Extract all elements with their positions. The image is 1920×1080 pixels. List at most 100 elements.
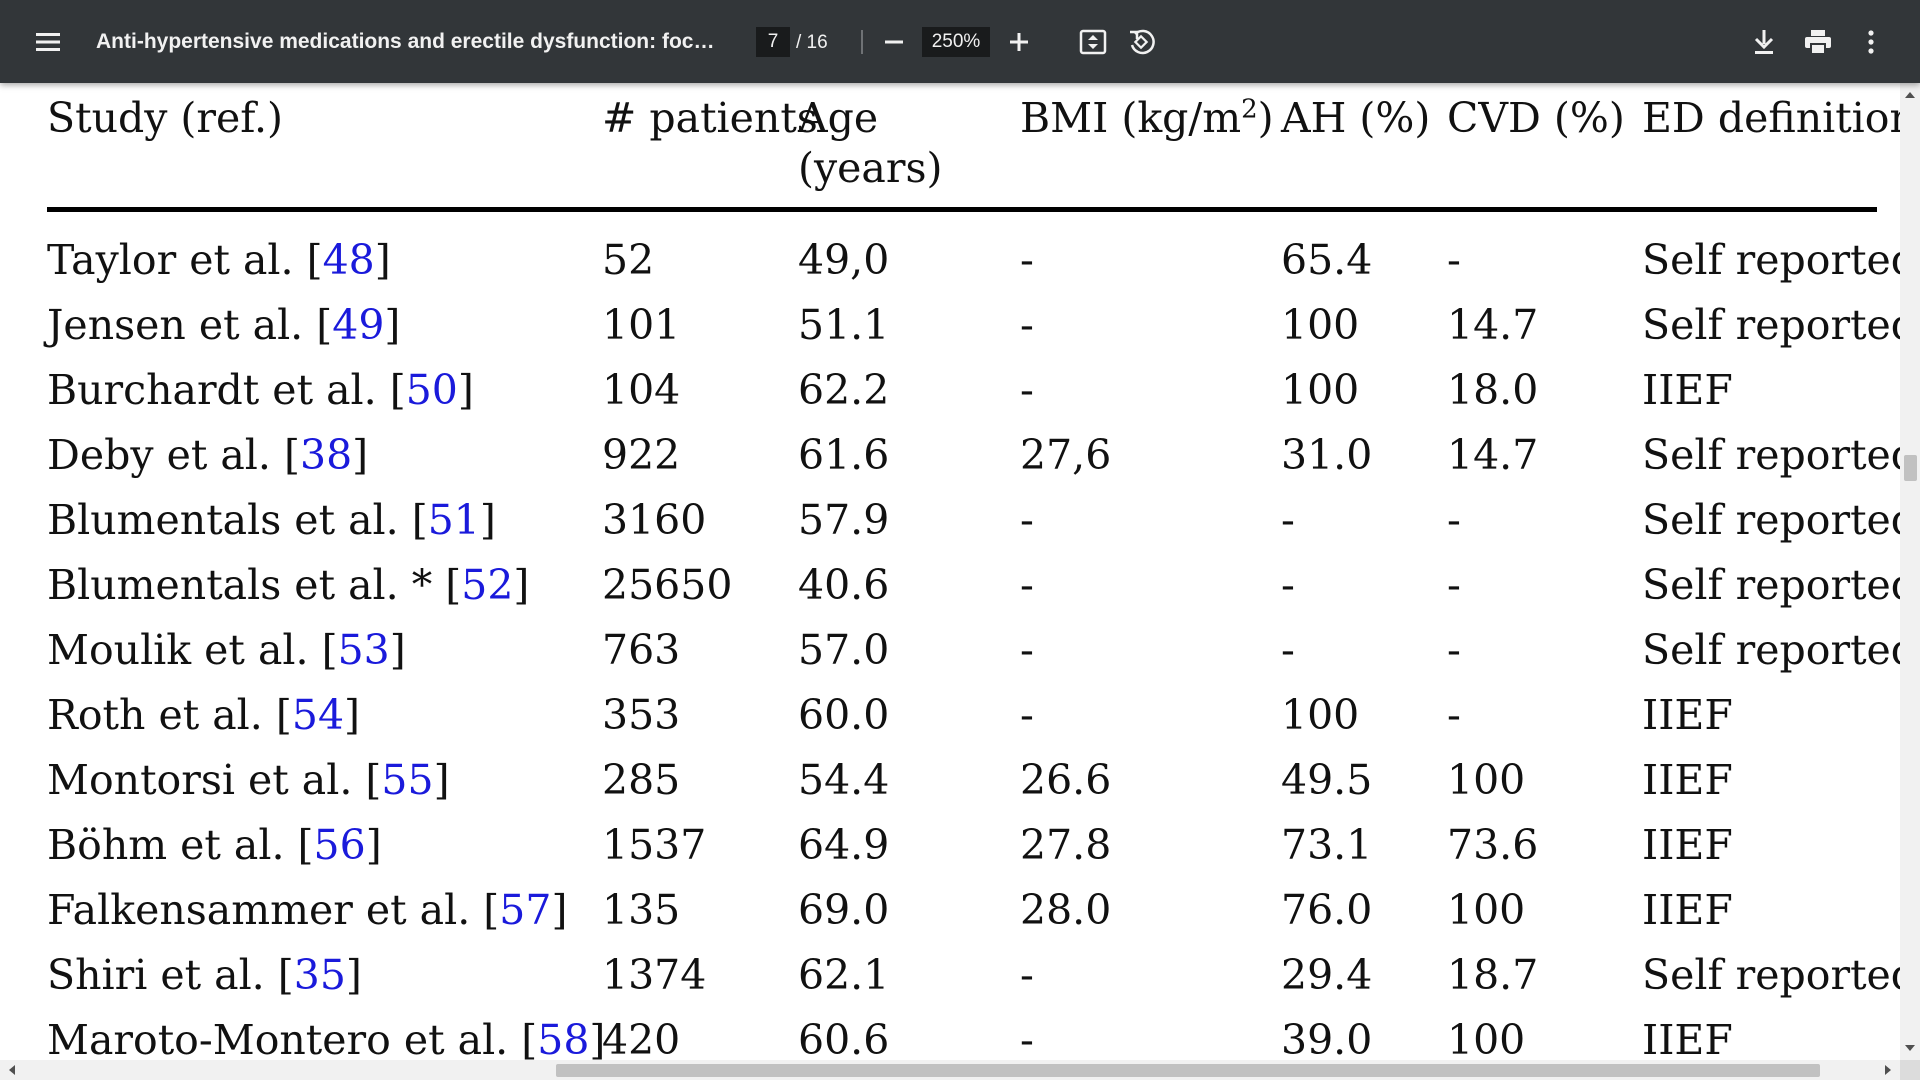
table-row: Jensen et al. [49] 101 51.1 - 100 14.7 S… <box>47 293 1900 358</box>
download-icon[interactable] <box>1742 20 1786 64</box>
reference-link[interactable]: 38 <box>299 431 353 479</box>
cell-bmi: - <box>1020 301 1034 349</box>
cell-cvd: 100 <box>1447 1016 1526 1060</box>
cell-cvd: - <box>1447 496 1461 544</box>
reference-link[interactable]: 52 <box>461 561 514 609</box>
header-rule <box>47 207 1877 212</box>
scroll-left-arrow-icon[interactable] <box>9 1065 15 1075</box>
zoom-in-icon[interactable] <box>997 20 1041 64</box>
reference-link[interactable]: 55 <box>381 756 434 804</box>
cell-age: 49,0 <box>798 236 890 284</box>
cell-bmi: - <box>1020 561 1034 609</box>
cell-ah: 76.0 <box>1281 886 1373 934</box>
cell-ed: IIEF <box>1642 821 1733 869</box>
cell-study: Moulik et al. [53] <box>47 626 406 674</box>
reference-link[interactable]: 58 <box>537 1016 590 1060</box>
reference-link[interactable]: 57 <box>499 886 552 934</box>
cell-ed: IIEF <box>1642 1016 1733 1060</box>
cell-bmi: - <box>1020 236 1034 284</box>
reference-link[interactable]: 35 <box>293 951 346 999</box>
cell-ah: - <box>1281 496 1295 544</box>
cell-patients: 353 <box>602 691 681 739</box>
table-row: Burchardt et al. [50] 104 62.2 - 100 18.… <box>47 358 1877 423</box>
zoom-level-input[interactable]: 250% <box>922 27 990 57</box>
table-row: Maroto-Montero et al. [58] 420 60.6 - 39… <box>47 1008 1877 1060</box>
cell-age: 57.9 <box>798 496 890 544</box>
cell-ah: 31.0 <box>1281 431 1373 479</box>
reference-link[interactable]: 53 <box>337 626 390 674</box>
cell-cvd: - <box>1447 691 1461 739</box>
reference-link[interactable]: 56 <box>313 821 366 869</box>
cell-study: Maroto-Montero et al. [58] <box>47 1008 605 1060</box>
menu-icon[interactable] <box>26 20 70 64</box>
pdf-toolbar: Anti-hypertensive medications and erecti… <box>0 0 1920 83</box>
cell-ed: IIEF <box>1642 366 1733 414</box>
page-total-label: / 16 <box>796 32 828 53</box>
header-study: Study (ref.) <box>47 94 284 142</box>
cell-ed: IIEF <box>1642 691 1733 739</box>
vertical-scroll-thumb[interactable] <box>1904 455 1917 481</box>
cell-ah: 100 <box>1281 691 1360 739</box>
table-row: Shiri et al. [35] 1374 62.1 - 29.4 18.7 … <box>47 943 1900 1008</box>
fit-page-icon[interactable] <box>1071 20 1115 64</box>
more-vert-icon[interactable] <box>1849 20 1893 64</box>
cell-ed: IIEF <box>1642 756 1733 804</box>
cell-study: Taylor et al. [48] <box>47 236 391 284</box>
cell-age: 54.4 <box>798 756 890 804</box>
cell-ed: Self reported <box>1642 496 1900 544</box>
cell-patients: 25650 <box>602 561 733 609</box>
cell-ah: 39.0 <box>1281 1016 1373 1060</box>
horizontal-scrollbar[interactable] <box>0 1060 1900 1080</box>
cell-patients: 101 <box>602 301 681 349</box>
cell-cvd: - <box>1447 626 1461 674</box>
reference-link[interactable]: 50 <box>405 366 458 414</box>
table-row: Montorsi et al. [55] 285 54.4 26.6 49.5 … <box>47 748 1877 813</box>
cell-ed: Self reported <box>1642 626 1900 674</box>
reference-link[interactable]: 51 <box>427 496 480 544</box>
table-row: Blumentals et al. [51] 3160 57.9 - - - S… <box>47 488 1900 553</box>
horizontal-scroll-thumb[interactable] <box>556 1064 1820 1077</box>
reference-link[interactable]: 54 <box>291 691 345 739</box>
cell-ah: - <box>1281 561 1295 609</box>
table-row: Taylor et al. [48] 52 49,0 - 65.4 - Self… <box>47 228 1900 293</box>
table-row: Falkensammer et al. [57] 135 69.0 28.0 7… <box>47 878 1877 943</box>
cell-age: 51.1 <box>798 301 890 349</box>
table-row: Blumentals et al. * [52] 25650 40.6 - - … <box>47 553 1900 618</box>
cell-bmi: - <box>1020 951 1034 999</box>
cell-cvd: 14.7 <box>1447 301 1539 349</box>
cell-study: Blumentals et al. [51] <box>47 496 496 544</box>
pdf-page-viewport[interactable]: Study (ref.) # patients Age (years) BMI … <box>0 83 1900 1060</box>
cell-age: 69.0 <box>798 886 890 934</box>
cell-study: Böhm et al. [56] <box>47 821 382 869</box>
reference-link[interactable]: 48 <box>322 236 375 284</box>
scroll-right-arrow-icon[interactable] <box>1885 1065 1891 1075</box>
vertical-scrollbar[interactable] <box>1900 83 1920 1060</box>
scroll-up-arrow-icon[interactable] <box>1905 92 1915 98</box>
rotate-icon[interactable] <box>1119 20 1163 64</box>
cell-age: 40.6 <box>798 561 890 609</box>
header-age-unit: (years) <box>798 144 943 192</box>
cell-patients: 922 <box>602 431 681 479</box>
page-number-input[interactable]: 7 <box>756 27 790 57</box>
header-ah: AH (%) <box>1281 94 1431 142</box>
cell-study: Deby et al. [38] <box>47 431 369 479</box>
cell-age: 64.9 <box>798 821 890 869</box>
header-ed-definition: ED definition <box>1642 94 1900 142</box>
cell-cvd: 18.0 <box>1447 366 1539 414</box>
cell-bmi: - <box>1020 366 1034 414</box>
cell-bmi: 27,6 <box>1020 431 1112 479</box>
print-icon[interactable] <box>1796 20 1840 64</box>
cell-patients: 285 <box>602 756 681 804</box>
table-row: Moulik et al. [53] 763 57.0 - - - Self r… <box>47 618 1900 683</box>
document-title: Anti-hypertensive medications and erecti… <box>96 30 716 53</box>
scroll-down-arrow-icon[interactable] <box>1905 1045 1915 1051</box>
cell-study: Roth et al. [54] <box>47 691 361 739</box>
zoom-out-icon[interactable] <box>872 20 916 64</box>
cell-bmi: 28.0 <box>1020 886 1112 934</box>
reference-link[interactable]: 49 <box>332 301 385 349</box>
cell-age: 60.6 <box>798 1016 890 1060</box>
cell-patients: 104 <box>602 366 681 414</box>
cell-ed: IIEF <box>1642 886 1733 934</box>
cell-ah: 73.1 <box>1281 821 1373 869</box>
cell-patients: 1537 <box>602 821 707 869</box>
